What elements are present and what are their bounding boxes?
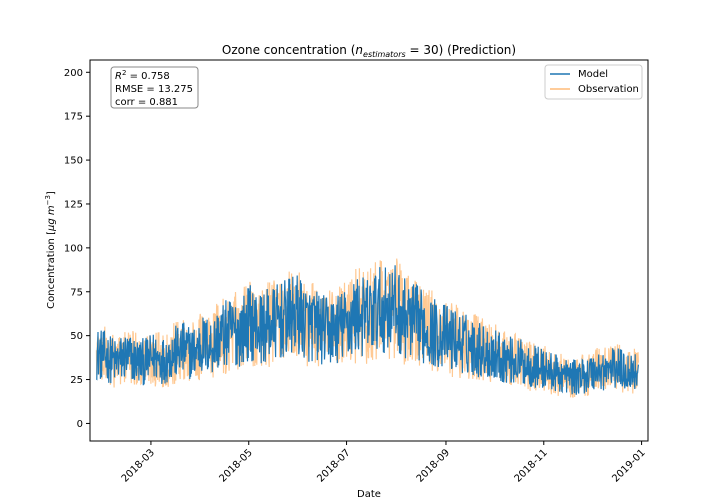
y-tick-label: 175 (64, 112, 83, 123)
y-tick-label: 150 (64, 156, 83, 167)
plot-frame (89, 59, 649, 442)
x-axis-label: Date (357, 489, 381, 500)
y-tick-label: 100 (64, 243, 83, 254)
legend-label-observation: Observation (578, 84, 639, 95)
stats-r2: R2 = 0.758 (115, 69, 170, 82)
x-tick-label: 2019-01 (610, 447, 647, 484)
y-tick-label: 75 (70, 287, 83, 298)
legend-label-model: Model (578, 69, 608, 80)
y-tick-label: 125 (64, 199, 83, 210)
y-tick-label: 200 (64, 68, 83, 79)
stats-box: R2 = 0.758 RMSE = 13.275 corr = 0.881 (110, 66, 199, 109)
x-tick-label: 2018-05 (218, 447, 255, 484)
y-tick-label: 0 (77, 419, 83, 430)
x-tick-label: 2018-07 (315, 447, 352, 484)
chart-title: Ozone concentration (nestimators = 30) (… (222, 43, 516, 59)
stats-box-frame (110, 66, 199, 109)
series-line-model (96, 265, 639, 395)
x-tick-label: 2018-11 (513, 447, 550, 484)
stats-corr: corr = 0.881 (115, 97, 178, 108)
series-layer (95, 258, 639, 398)
y-axis: 0 25 50 75 100 125 150 175 200 (64, 68, 90, 430)
x-axis: 2018-03 2018-05 2018-07 2018-09 2018-11 2019-… (120, 441, 648, 485)
x-tick-label: 2018-09 (415, 447, 452, 484)
x-tick-label: 2018-03 (120, 447, 157, 484)
legend: Model Observation (544, 64, 643, 100)
y-axis-label: Concentration [μg m−3] (44, 191, 57, 309)
y-tick-label: 25 (70, 375, 83, 386)
stats-rmse: RMSE = 13.275 (115, 84, 193, 95)
y-tick-label: 50 (70, 331, 83, 342)
